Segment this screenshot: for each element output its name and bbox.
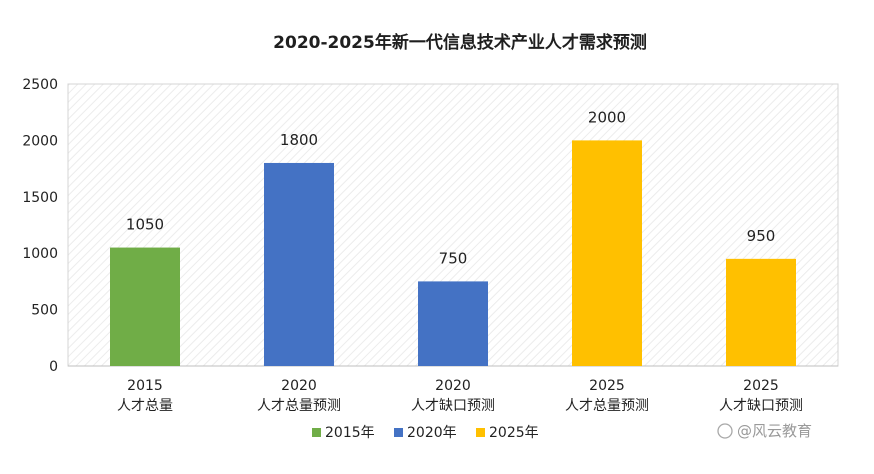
data-label: 2000 bbox=[588, 108, 626, 126]
watermark: @风云教育 bbox=[717, 422, 812, 440]
y-tick-label: 2000 bbox=[22, 133, 58, 149]
data-label: 750 bbox=[439, 249, 468, 267]
legend-label: 2015年 bbox=[325, 425, 375, 441]
y-tick-label: 0 bbox=[49, 359, 58, 375]
x-tick-label-desc: 人才总量 bbox=[117, 398, 173, 414]
y-tick-label: 1500 bbox=[22, 190, 58, 206]
x-tick-label-year: 2015 bbox=[127, 378, 163, 394]
legend-swatch bbox=[476, 428, 485, 437]
y-tick-label: 500 bbox=[31, 303, 58, 319]
bar bbox=[418, 281, 488, 366]
legend: 2015年 2020年 2025年 bbox=[312, 425, 539, 441]
y-tick-label: 1000 bbox=[22, 246, 58, 262]
watermark-icon bbox=[717, 423, 733, 439]
data-label: 1800 bbox=[280, 131, 318, 149]
x-tick-label-year: 2020 bbox=[435, 378, 471, 394]
x-tick-label-desc: 人才缺口预测 bbox=[411, 398, 495, 414]
bar bbox=[110, 247, 180, 366]
bar bbox=[572, 140, 642, 366]
bar bbox=[264, 162, 334, 366]
watermark-text: @风云教育 bbox=[737, 422, 812, 440]
x-tick-label-desc: 人才总量预测 bbox=[257, 398, 341, 414]
x-tick-label-year: 2020 bbox=[281, 378, 317, 394]
y-axis: 0 500 1000 1500 2000 2500 bbox=[22, 77, 58, 375]
x-tick-label-year: 2025 bbox=[743, 378, 779, 394]
data-label: 950 bbox=[747, 227, 776, 245]
legend-swatch bbox=[312, 428, 321, 437]
bars-group bbox=[110, 140, 796, 366]
x-axis-labels: 2015 人才总量 2020 人才总量预测 2020 人才缺口预测 2025 人才总量预测 20… bbox=[117, 378, 803, 414]
data-label: 1050 bbox=[126, 216, 164, 234]
y-tick-label: 2500 bbox=[22, 77, 58, 93]
legend-label: 2025年 bbox=[489, 425, 539, 441]
chart-title: 2020-2025年新一代信息技术产业人才需求预测 bbox=[273, 32, 647, 53]
x-tick-label-desc: 人才缺口预测 bbox=[719, 398, 803, 414]
bar bbox=[726, 258, 796, 366]
x-tick-label-year: 2025 bbox=[589, 378, 625, 394]
data-labels-group: 1050 1800 750 2000 950 bbox=[126, 108, 775, 267]
legend-swatch bbox=[394, 428, 403, 437]
legend-label: 2020年 bbox=[407, 425, 457, 441]
x-tick-label-desc: 人才总量预测 bbox=[565, 398, 649, 414]
